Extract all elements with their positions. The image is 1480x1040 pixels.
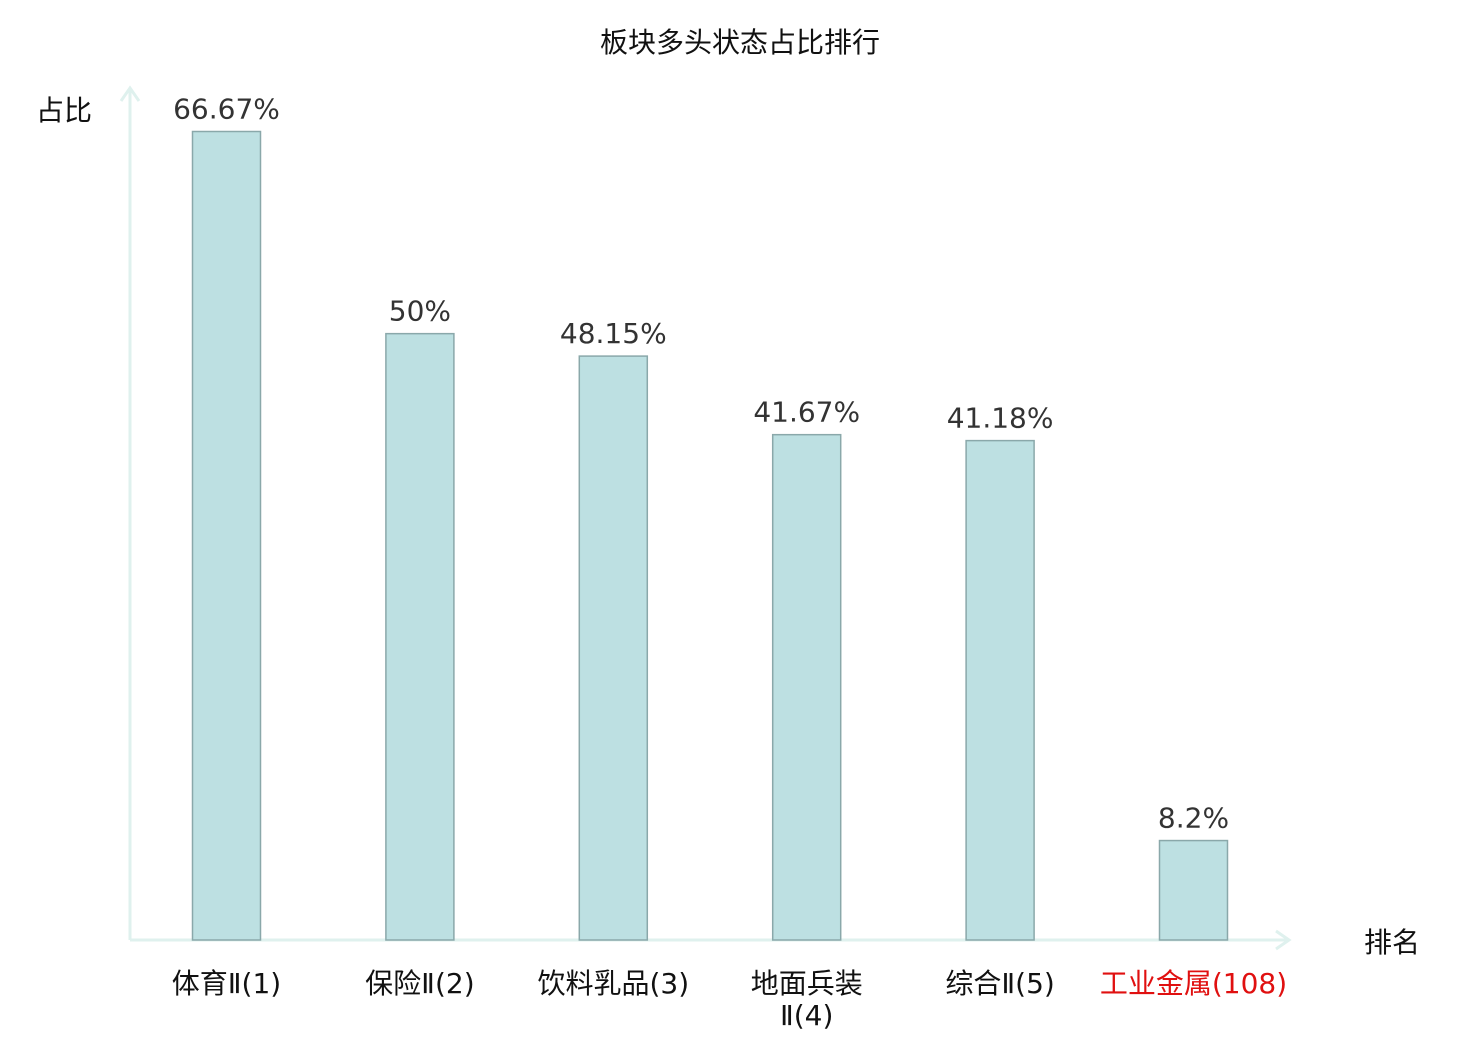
x-axis-arrow (1275, 929, 1292, 951)
y-axis-arrow (119, 85, 141, 102)
value-label: 48.15% (560, 317, 667, 350)
y-axis-label: 占比 (36, 94, 92, 127)
bars-group (191, 130, 1229, 941)
category-label: 体育Ⅱ(1) (172, 967, 281, 1000)
value-label: 8.2% (1158, 802, 1229, 835)
bar (1158, 839, 1229, 941)
category-label: 综合Ⅱ(5) (945, 967, 1054, 1000)
bar (965, 439, 1035, 941)
bar (578, 355, 649, 941)
bar (191, 130, 262, 941)
value-label: 66.67% (173, 93, 280, 126)
value-label: 41.18% (947, 402, 1054, 435)
category-label: 工业金属(108) (1100, 967, 1287, 1000)
value-label: 50% (389, 295, 451, 328)
chart-title: 板块多头状态占比排行 (600, 26, 880, 59)
category-label: 饮料乳品(3) (537, 967, 689, 1000)
x-axis-label: 排名 (1364, 926, 1420, 959)
bar (385, 332, 455, 941)
bar (771, 433, 842, 941)
value-labels-group: 66.67% 50% 48.15% 41.67% 41.18% 8.2% (173, 93, 1229, 835)
value-label: 41.67% (753, 396, 860, 429)
category-label: 保险Ⅱ(2) (365, 967, 474, 1000)
axes (119, 85, 1292, 951)
category-label: Ⅱ(4) (780, 999, 833, 1032)
category-label: 地面兵装 (751, 967, 863, 1000)
